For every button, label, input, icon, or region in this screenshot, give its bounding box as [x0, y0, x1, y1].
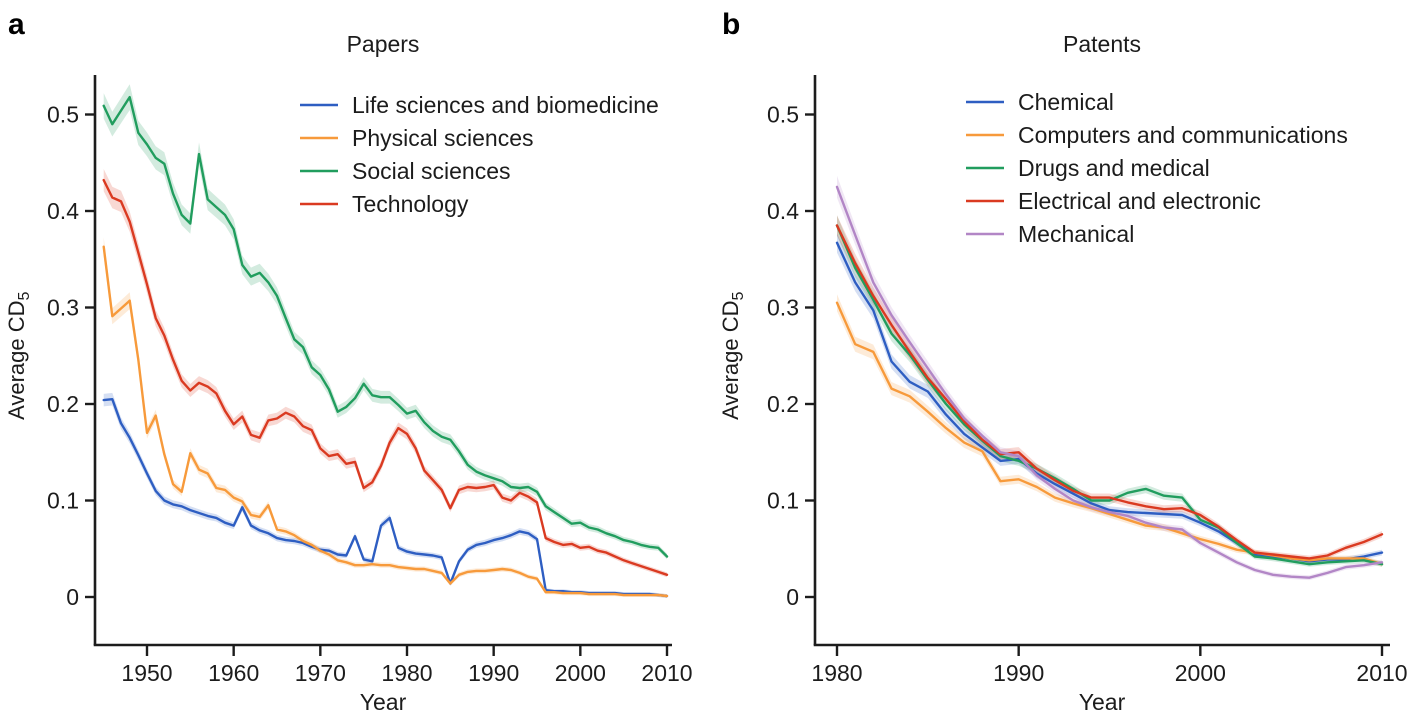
y-axis-label-papers: Average CD5	[4, 291, 33, 419]
y-tick-label-0.4: 0.4	[47, 198, 79, 224]
x-tick-label-2010: 2010	[1356, 660, 1407, 686]
series-line-technology	[102, 178, 669, 576]
x-tick-label-1990: 1990	[993, 660, 1044, 686]
legend-label-drugs-and-medical: Drugs and medical	[1018, 155, 1210, 181]
legend-label-technology: Technology	[352, 191, 469, 217]
y-tick-label-0.3: 0.3	[767, 295, 799, 321]
legend-label-physical-sciences: Physical sciences	[352, 125, 534, 151]
x-axis-label-patents: Year	[1079, 689, 1126, 715]
series-line-mechanical	[835, 185, 1384, 579]
panel-a-letter: a	[8, 8, 25, 41]
series-line-computers-and-communications	[835, 301, 1384, 566]
x-tick-label-1970: 1970	[295, 660, 346, 686]
y-tick-label-0: 0	[786, 584, 799, 610]
panel-b-letter: b	[722, 8, 741, 41]
y-tick-label-0.3: 0.3	[47, 295, 79, 321]
legend-label-social-sciences: Social sciences	[352, 158, 511, 184]
y-tick-label-0.5: 0.5	[767, 102, 799, 128]
series-line-drugs-and-medical	[835, 224, 1384, 566]
x-tick-label-1960: 1960	[208, 660, 259, 686]
x-tick-label-2010: 2010	[641, 660, 692, 686]
series-line-physical-sciences	[102, 245, 669, 598]
legend-label-chemical: Chemical	[1018, 89, 1114, 115]
y-tick-label-0.5: 0.5	[47, 102, 79, 128]
x-tick-label-1980: 1980	[381, 660, 432, 686]
x-tick-label-1950: 1950	[121, 660, 172, 686]
chart-title-papers: Papers	[347, 31, 420, 57]
series-line-electrical-and-electronic	[835, 224, 1384, 560]
x-tick-label-1980: 1980	[811, 660, 862, 686]
x-tick-label-2000: 2000	[555, 660, 606, 686]
series-band-social-sciences	[103, 84, 667, 560]
series-band-physical-sciences	[103, 237, 667, 598]
x-tick-label-2000: 2000	[1175, 660, 1226, 686]
y-tick-label-0.1: 0.1	[767, 488, 799, 514]
series-band-computers-and-communications	[837, 294, 1382, 567]
legend-label-computers-and-communications: Computers and communications	[1018, 122, 1348, 148]
y-tick-label-0.4: 0.4	[767, 198, 799, 224]
x-tick-label-1990: 1990	[468, 660, 519, 686]
y-tick-label-0: 0	[66, 584, 79, 610]
y-tick-label-0.1: 0.1	[47, 488, 79, 514]
series-line-social-sciences	[102, 95, 669, 558]
y-tick-label-0.2: 0.2	[767, 391, 799, 417]
legend-label-electrical-and-electronic: Electrical and electronic	[1018, 188, 1261, 214]
x-axis-label-papers: Year	[360, 689, 407, 715]
chart-title-patents: Patents	[1063, 31, 1141, 57]
y-tick-label-0.2: 0.2	[47, 391, 79, 417]
legend-label-mechanical: Mechanical	[1018, 221, 1134, 247]
y-axis-label-patents: Average CD5	[718, 291, 747, 419]
legend-label-life-sciences-and-biomedicine: Life sciences and biomedicine	[352, 92, 659, 118]
